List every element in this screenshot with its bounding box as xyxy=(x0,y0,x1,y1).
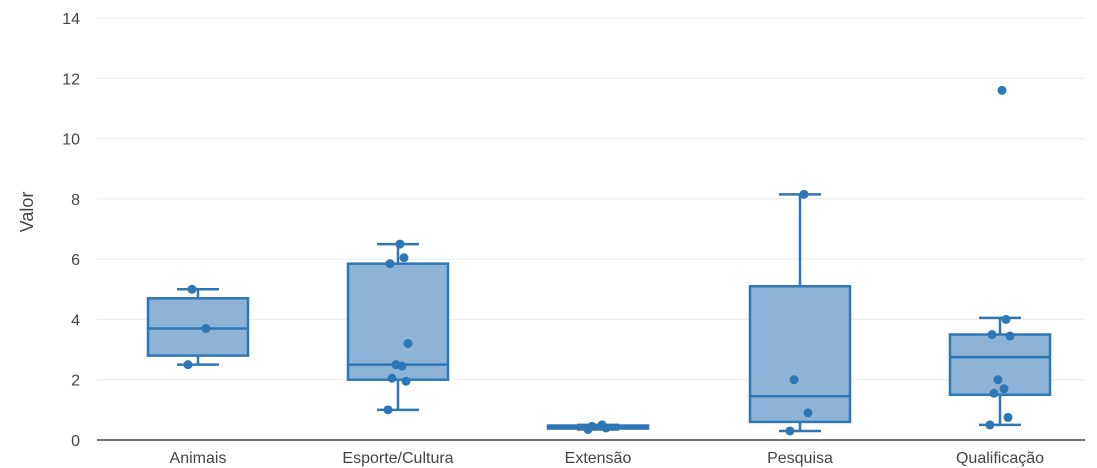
y-tick-label: 12 xyxy=(62,71,80,88)
data-point xyxy=(1005,331,1015,341)
x-tick-label: Qualificação xyxy=(956,450,1044,467)
data-point xyxy=(385,259,395,269)
x-tick-label: Pesquisa xyxy=(767,450,833,467)
data-point xyxy=(597,420,607,430)
data-point xyxy=(989,388,999,398)
box-1 xyxy=(346,242,450,412)
box-4 xyxy=(948,316,1052,427)
box-3 xyxy=(748,193,852,433)
data-point xyxy=(401,376,411,386)
data-point xyxy=(803,408,813,418)
data-point xyxy=(999,384,1009,394)
y-tick-label: 2 xyxy=(71,373,80,390)
data-point xyxy=(997,85,1007,95)
y-tick-label: 4 xyxy=(71,312,80,329)
box-body xyxy=(748,285,852,424)
x-tick-label: Extensão xyxy=(565,450,632,467)
data-point xyxy=(395,239,405,249)
data-point xyxy=(799,189,809,199)
point-layer xyxy=(183,85,1015,436)
data-point xyxy=(391,360,401,370)
y-axis-title: Valor xyxy=(17,192,37,233)
box-body xyxy=(346,262,450,381)
data-point xyxy=(183,360,193,370)
data-point xyxy=(789,375,799,385)
y-tick-label: 6 xyxy=(71,252,80,269)
data-point xyxy=(993,375,1003,385)
data-point xyxy=(387,373,397,383)
data-point xyxy=(1003,412,1013,422)
grid-layer xyxy=(97,17,1085,381)
data-point xyxy=(201,323,211,333)
box-layer xyxy=(146,193,1052,433)
data-point xyxy=(1001,314,1011,324)
box-0 xyxy=(146,288,250,366)
y-tick-label: 0 xyxy=(71,433,80,450)
y-tick-label: 10 xyxy=(62,132,80,149)
data-point xyxy=(403,339,413,349)
data-point xyxy=(383,405,393,415)
x-tick-label: Esporte/Cultura xyxy=(342,450,453,467)
data-point xyxy=(987,330,997,339)
data-point xyxy=(985,420,995,430)
box-body xyxy=(146,297,250,357)
y-tick-label: 14 xyxy=(62,11,80,28)
data-point xyxy=(399,253,409,263)
data-point xyxy=(187,284,197,294)
axis-layer: 0 2 4 6 8 10 12 14 Animais Esporte/Cultura Extensã… xyxy=(62,11,1085,467)
y-tick-label: 8 xyxy=(71,192,80,209)
x-tick-label: Animais xyxy=(170,450,227,467)
box-body xyxy=(948,333,1052,397)
data-point xyxy=(587,421,597,431)
data-point xyxy=(785,426,795,436)
